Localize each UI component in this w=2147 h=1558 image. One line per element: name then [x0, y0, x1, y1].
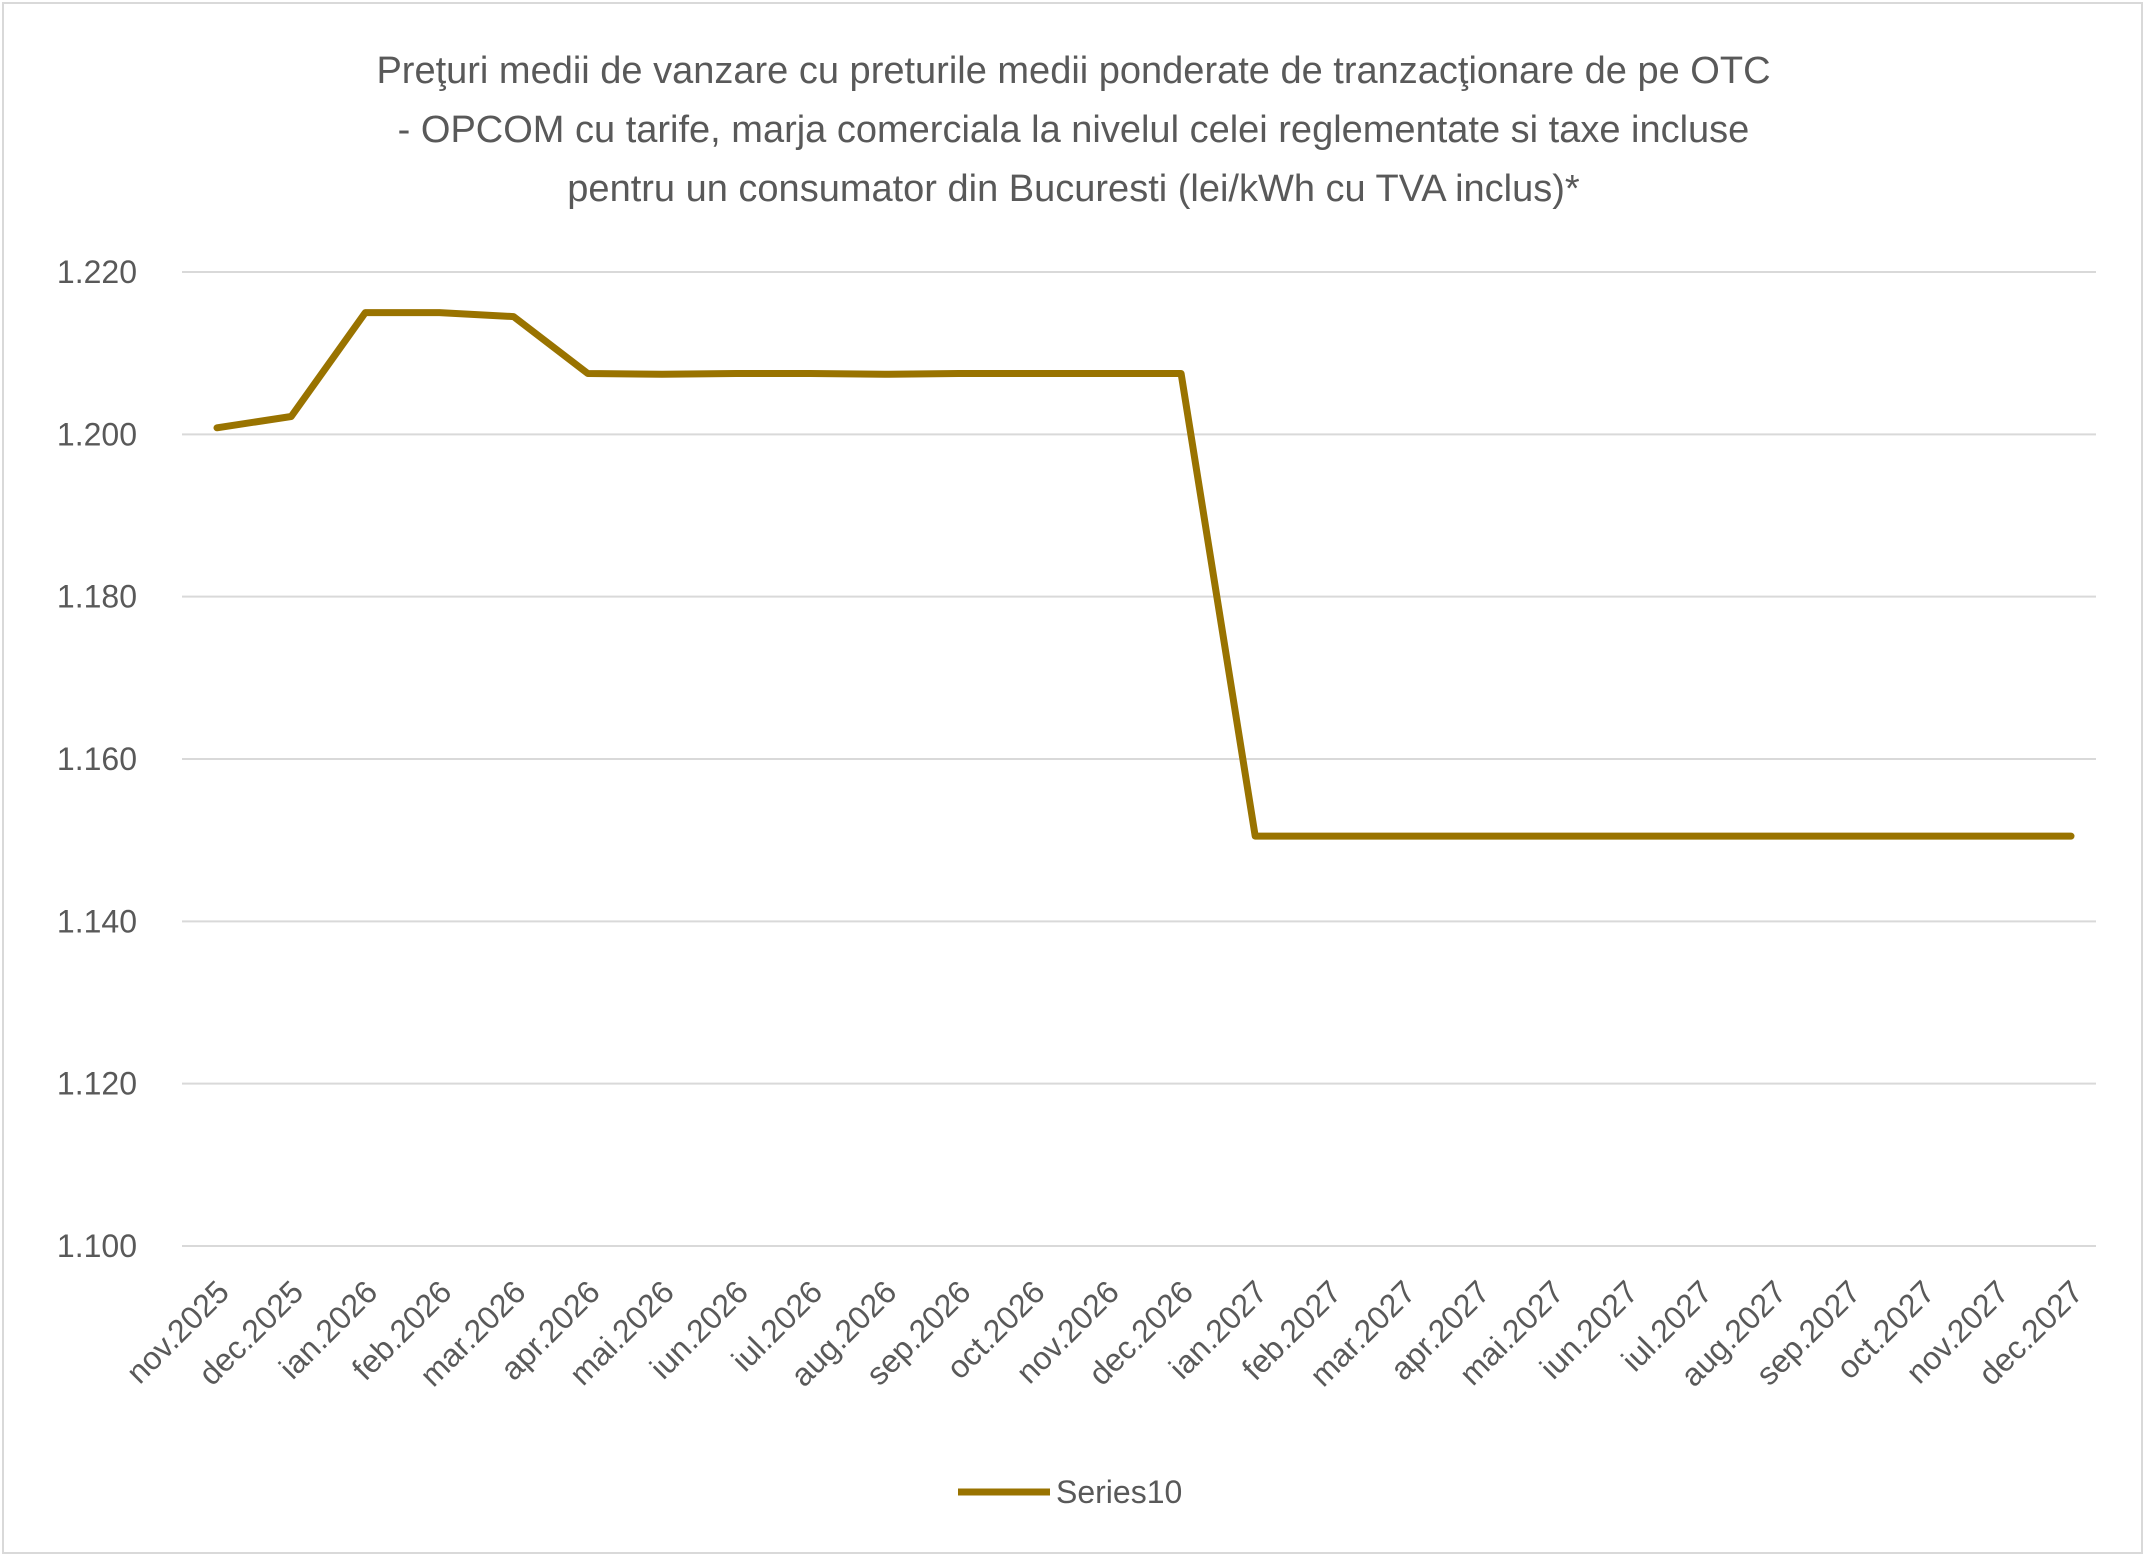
y-tick-label: 1.160: [57, 741, 137, 777]
y-axis-ticks: 1.100 1.120 1.140 1.160 1.180 1.200 1.220: [57, 254, 137, 1264]
legend-label-series10: Series10: [1056, 1474, 1182, 1510]
y-tick-label: 1.180: [57, 579, 137, 615]
series-line-series10: [213, 309, 2075, 840]
chart-title-line-3: pentru un consumator din Bucuresti (lei/…: [567, 168, 1580, 210]
y-tick-label: 1.220: [57, 254, 137, 290]
y-tick-label: 1.100: [57, 1228, 137, 1264]
y-tick-label: 1.200: [57, 416, 137, 452]
legend: Series10: [958, 1474, 1182, 1510]
chart-title-line-2: - OPCOM cu tarife, marja comerciala la n…: [397, 109, 1750, 151]
y-tick-label: 1.120: [57, 1066, 137, 1102]
x-axis-ticks: nov.2025dec.2025ian.2026feb.2026mar.2026…: [119, 1273, 2090, 1393]
y-tick-label: 1.140: [57, 903, 137, 939]
gridlines: [182, 271, 2096, 1247]
chart-title: Preţuri medii de vanzare cu preturile me…: [0, 42, 2147, 219]
chart-title-line-1: Preţuri medii de vanzare cu preturile me…: [376, 50, 1771, 92]
series-group: [213, 309, 2075, 840]
